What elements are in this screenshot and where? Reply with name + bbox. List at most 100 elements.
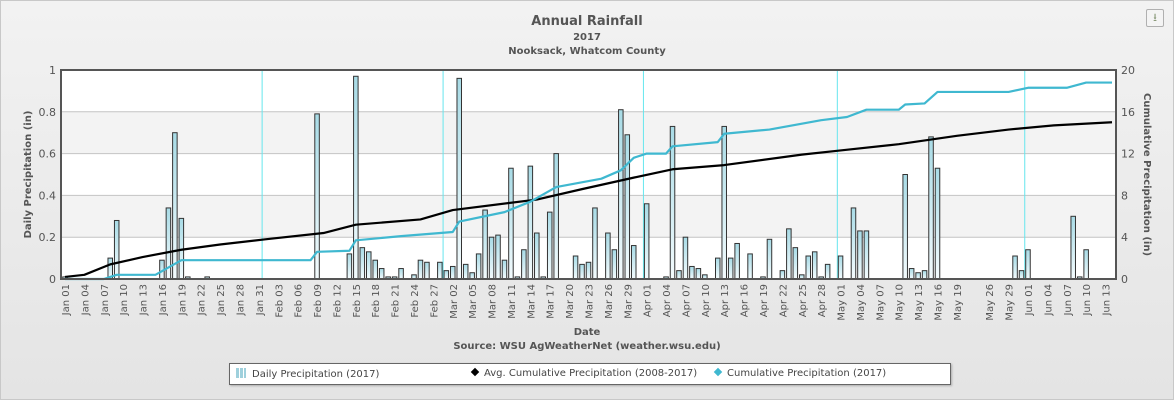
x-tick-label: May 19 <box>953 284 964 321</box>
bar-daily-precipitation <box>437 261 443 280</box>
y-tick-label: 0 <box>49 273 56 286</box>
chart-title: Annual Rainfall <box>531 14 643 29</box>
bar-daily-precipitation <box>863 230 870 280</box>
x-tick-label: Apr 25 <box>798 284 809 317</box>
bar-daily-precipitation <box>902 174 908 280</box>
x-tick-label: Apr 28 <box>817 284 828 317</box>
x-tick-label: Apr 19 <box>759 284 770 317</box>
x-tick-label: Mar 05 <box>468 284 479 319</box>
bar-daily-precipitation <box>721 125 727 280</box>
y-tick-label: 0.6 <box>39 148 57 161</box>
bar-daily-precipitation <box>792 247 799 280</box>
y-tick-label: 1 <box>49 64 56 77</box>
bar-daily-precipitation <box>747 253 753 280</box>
x-tick-label: Apr 01 <box>643 284 654 317</box>
x-tick-label: Feb 12 <box>332 284 343 318</box>
bar-daily-precipitation <box>572 255 579 280</box>
bar-daily-precipitation <box>579 263 585 280</box>
bar-daily-precipitation <box>682 236 689 280</box>
x-tick-label: Jan 04 <box>80 284 91 316</box>
x-tick-label: May 07 <box>875 284 886 321</box>
bar-daily-precipitation <box>766 238 773 280</box>
bar-daily-precipitation <box>521 249 527 280</box>
x-tick-label: Apr 07 <box>681 284 692 317</box>
x-tick-label: Apr 04 <box>662 284 673 317</box>
y2-tick-label: 8 <box>1121 189 1128 202</box>
x-tick-label: May 01 <box>837 284 848 321</box>
bar-daily-precipitation <box>424 261 430 280</box>
bar-daily-precipitation <box>1012 255 1018 280</box>
bar-daily-precipitation <box>417 259 424 280</box>
bar-daily-precipitation <box>786 228 792 280</box>
bar-daily-precipitation <box>488 236 495 280</box>
bar-daily-precipitation <box>450 265 456 280</box>
x-tick-label: Jan 16 <box>158 284 169 316</box>
download-button[interactable]: ⭳ <box>1146 9 1164 27</box>
bar-daily-precipitation <box>482 209 488 280</box>
y-axis-title: Daily Precipitation (in) <box>23 111 34 239</box>
bar-daily-precipitation <box>398 268 404 280</box>
bar-daily-precipitation <box>630 245 637 280</box>
x-tick-label: Mar 11 <box>507 284 518 319</box>
bar-daily-precipitation <box>527 165 534 280</box>
legend-item-cumulative[interactable]: Cumulative Precipitation (2017) <box>713 367 887 379</box>
chart-subtitle-year: 2017 <box>573 32 601 43</box>
bar-daily-precipitation <box>495 234 501 280</box>
bar-daily-precipitation <box>695 268 702 280</box>
bar-daily-precipitation <box>585 261 592 280</box>
x-tick-label: Jun 13 <box>1102 284 1113 317</box>
legend-item-avg-cumulative[interactable]: Avg. Cumulative Precipitation (2008-2017… <box>470 367 698 379</box>
x-tick-label: Apr 10 <box>701 284 712 317</box>
x-tick-label: Feb 21 <box>391 284 402 318</box>
bar-daily-precipitation <box>346 253 353 280</box>
x-tick-label: Mar 08 <box>488 284 499 319</box>
bar-daily-precipitation <box>605 232 611 280</box>
x-tick-label: Jan 07 <box>100 284 111 316</box>
x-tick-label: May 10 <box>895 284 906 321</box>
y2-axis-title: Cumulative Precipitation (in) <box>1141 93 1152 256</box>
bar-daily-precipitation <box>837 255 844 280</box>
bar-daily-precipitation <box>727 257 734 280</box>
bar-daily-precipitation <box>934 167 941 280</box>
x-axis-title: Date <box>573 327 601 338</box>
x-tick-label: Jun 01 <box>1024 284 1035 317</box>
bar-daily-precipitation <box>501 259 508 280</box>
bar-daily-precipitation <box>1018 270 1025 280</box>
y-tick-label: 0.2 <box>39 231 57 244</box>
x-tick-label: Feb 09 <box>313 284 324 318</box>
source-note: Source: WSU AgWeatherNet (weather.wsu.ed… <box>453 341 721 352</box>
bar-daily-precipitation <box>611 249 618 280</box>
y2-tick-label: 12 <box>1121 148 1135 161</box>
bar-daily-precipitation <box>1025 249 1031 280</box>
bar-daily-precipitation <box>928 136 934 280</box>
y2-tick-label: 4 <box>1121 231 1128 244</box>
y-tick-label: 0.8 <box>39 106 57 119</box>
line-avg-cumulative <box>64 121 1113 279</box>
legend-item-daily[interactable]: Daily Precipitation (2017) <box>236 368 379 380</box>
legend-label: Avg. Cumulative Precipitation (2008-2017… <box>484 368 698 379</box>
bar-daily-precipitation <box>689 265 695 280</box>
chart-subtitle-location: Nooksack, Whatcom County <box>508 46 666 57</box>
x-tick-label: May 16 <box>934 284 945 321</box>
line-cumulative-2017 <box>65 81 1112 281</box>
bar-chart-icon <box>236 368 246 378</box>
legend: Daily Precipitation (2017) Avg. Cumulati… <box>229 363 951 385</box>
diamond-icon <box>713 367 723 377</box>
x-tick-label: May 13 <box>914 284 925 321</box>
bar-daily-precipitation <box>534 232 540 280</box>
x-tick-label: Jun 07 <box>1063 284 1074 317</box>
x-tick-label: Apr 13 <box>720 284 731 317</box>
x-tick-label: Mar 02 <box>449 284 460 319</box>
bar-daily-precipitation <box>372 259 378 280</box>
y2-tick-label: 16 <box>1121 106 1135 119</box>
bar-daily-precipitation <box>365 251 372 280</box>
bar-daily-precipitation <box>378 268 385 280</box>
bar-daily-precipitation <box>714 257 721 280</box>
bar-daily-precipitation <box>850 207 857 280</box>
x-tick-label: Feb 06 <box>294 284 305 318</box>
diamond-icon <box>470 367 480 377</box>
plot-area <box>61 70 1116 279</box>
x-tick-label: Jan 25 <box>216 284 227 316</box>
legend-label: Cumulative Precipitation (2017) <box>727 368 887 379</box>
x-tick-label: Mar 29 <box>623 284 634 319</box>
